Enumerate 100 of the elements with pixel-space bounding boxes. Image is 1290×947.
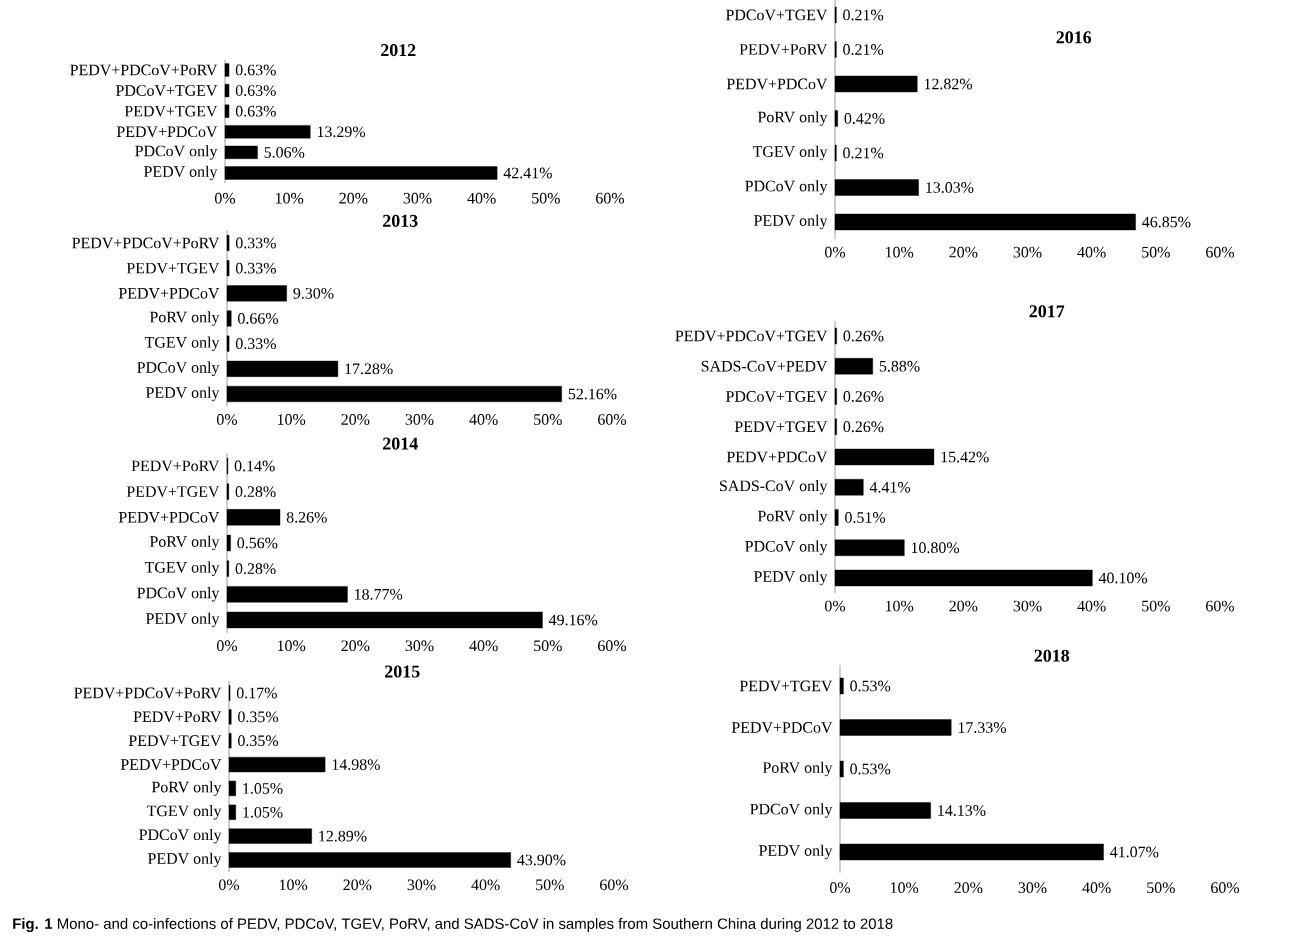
y-tick-label: PEDV+PDCoV (116, 126, 218, 138)
x-tick-label: 20% (343, 879, 372, 891)
y-tick-label: PEDV+PDCoV (118, 511, 220, 523)
y-tick-label: PEDV+PDCoV+TGEV (675, 330, 828, 342)
data-label: 41.07% (1110, 846, 1159, 858)
y-tick-label: PEDV+TGEV (128, 735, 222, 747)
y-tick-label: PoRV only (149, 311, 220, 326)
data-label: 1.05% (243, 806, 283, 818)
x-tick-label: 0% (218, 879, 240, 891)
y-tick-label: PEDV+PDCoV (118, 287, 220, 299)
y-tick-label: PEDV+PDCoV (120, 759, 222, 770)
chart-title: 2017 (1029, 305, 1065, 318)
y-tick-label: PoRV only (762, 761, 833, 777)
data-label: 0.14% (234, 460, 275, 472)
x-tick-label: 50% (1147, 882, 1175, 894)
x-tick-label: 40% (469, 414, 498, 425)
data-label: 1.05% (243, 783, 283, 794)
y-tick-label: PEDV+PoRV (739, 44, 828, 55)
data-label: 9.30% (293, 287, 334, 299)
x-tick-label: 40% (1077, 246, 1106, 258)
x-tick-label: 20% (949, 246, 978, 258)
y-tick-label: PoRV only (151, 781, 222, 796)
data-label: 0.63% (235, 64, 276, 76)
y-tick-label: PDCoV+TGEV (725, 9, 828, 21)
data-label: 14.98% (332, 759, 380, 770)
x-tick-label: 60% (1206, 600, 1235, 612)
y-tick-label: PEDV+PDCoV+PoRV (72, 237, 220, 249)
data-label: 0.33% (235, 237, 276, 249)
x-tick-label: 60% (1206, 246, 1235, 258)
x-tick-label: 40% (469, 640, 498, 652)
x-tick-label: 20% (339, 192, 368, 204)
y-tick-label: PEDV only (145, 386, 220, 402)
y-tick-label: TGEV only (146, 805, 222, 820)
data-label: 0.42% (844, 113, 885, 124)
data-label: 0.35% (238, 735, 279, 747)
y-tick-label: PDCoV only (137, 361, 220, 377)
y-tick-label: PoRV only (149, 535, 220, 551)
x-tick-label: 0% (824, 246, 846, 258)
y-tick-label: PEDV+PDCoV+PoRV (74, 687, 222, 699)
x-tick-label: 50% (1142, 600, 1170, 612)
data-label: 13.03% (926, 182, 974, 193)
x-tick-label: 0% (216, 640, 238, 652)
data-label: 43.90% (517, 854, 566, 866)
data-label: 0.17% (236, 687, 277, 699)
chart-title: 2012 (381, 44, 416, 57)
x-tick-label: 60% (600, 879, 629, 891)
data-label: 0.53% (850, 763, 891, 775)
data-label: 0.26% (843, 330, 884, 342)
y-tick-label: PEDV+PoRV (133, 711, 222, 723)
text: Fig. 1 Mono- and co-infections of PEDV, PDCoV, TGEV, PoRV, and SADS-CoV in samples from Southern China during 2012 to 2018 (13, 918, 893, 932)
data-label: 8.26% (286, 511, 327, 523)
y-tick-label: PEDV+TGEV (124, 105, 218, 117)
data-label: 18.77% (355, 588, 403, 600)
x-tick-label: 10% (279, 879, 308, 891)
chart-title: 2015 (385, 665, 420, 678)
data-label: 0.56% (237, 537, 278, 549)
y-tick-label: TGEV only (144, 336, 220, 351)
y-tick-label: PEDV only (143, 165, 218, 181)
x-tick-label: 40% (471, 879, 500, 891)
x-tick-label: 0% (830, 882, 851, 894)
y-tick-label: PDCoV only (750, 803, 833, 818)
x-tick-label: 40% (1077, 600, 1106, 612)
y-tick-label: SADS-CoV+PEDV (701, 360, 828, 372)
x-tick-label: 50% (1142, 246, 1170, 258)
data-label: 0.63% (235, 85, 276, 96)
data-label: 17.28% (345, 363, 393, 375)
x-tick-label: 50% (534, 414, 562, 425)
y-tick-label: PEDV+PDCoV (726, 451, 828, 463)
data-label: 42.41% (503, 167, 552, 179)
x-tick-label: 20% (954, 882, 983, 894)
data-label: 0.21% (843, 44, 884, 55)
data-label: 14.13% (938, 805, 986, 816)
data-label: 12.82% (924, 78, 973, 90)
y-tick-label: PDCoV only (745, 180, 828, 195)
data-label: 12.89% (319, 830, 367, 842)
data-label: 17.33% (958, 722, 1007, 733)
x-tick-label: 0% (824, 600, 846, 612)
y-tick-label: PEDV only (147, 852, 222, 868)
x-tick-label: 60% (596, 192, 625, 204)
data-label: 0.26% (843, 391, 884, 402)
x-tick-label: 0% (216, 414, 238, 425)
x-tick-label: 50% (536, 879, 564, 891)
data-label: 0.66% (238, 313, 279, 324)
x-tick-label: 10% (890, 882, 919, 894)
data-label: 0.33% (235, 262, 276, 274)
x-tick-label: 30% (1013, 246, 1042, 258)
data-label: 0.51% (845, 512, 886, 523)
y-tick-label: PDCoV only (139, 828, 222, 844)
x-tick-label: 20% (949, 600, 978, 612)
y-tick-label: PEDV+PDCoV+PoRV (70, 64, 218, 76)
chart-title: 2014 (383, 437, 418, 450)
chart-title: 2018 (1034, 649, 1070, 662)
x-tick-label: 30% (1013, 600, 1042, 612)
data-label: 5.06% (264, 146, 305, 158)
y-tick-label: PDCoV only (135, 145, 218, 160)
x-tick-label: 50% (534, 640, 562, 652)
data-label: 15.42% (941, 451, 989, 463)
y-tick-label: PDCoV only (745, 540, 828, 555)
y-tick-label: PEDV+TGEV (126, 262, 220, 274)
x-tick-label: 60% (598, 640, 627, 652)
